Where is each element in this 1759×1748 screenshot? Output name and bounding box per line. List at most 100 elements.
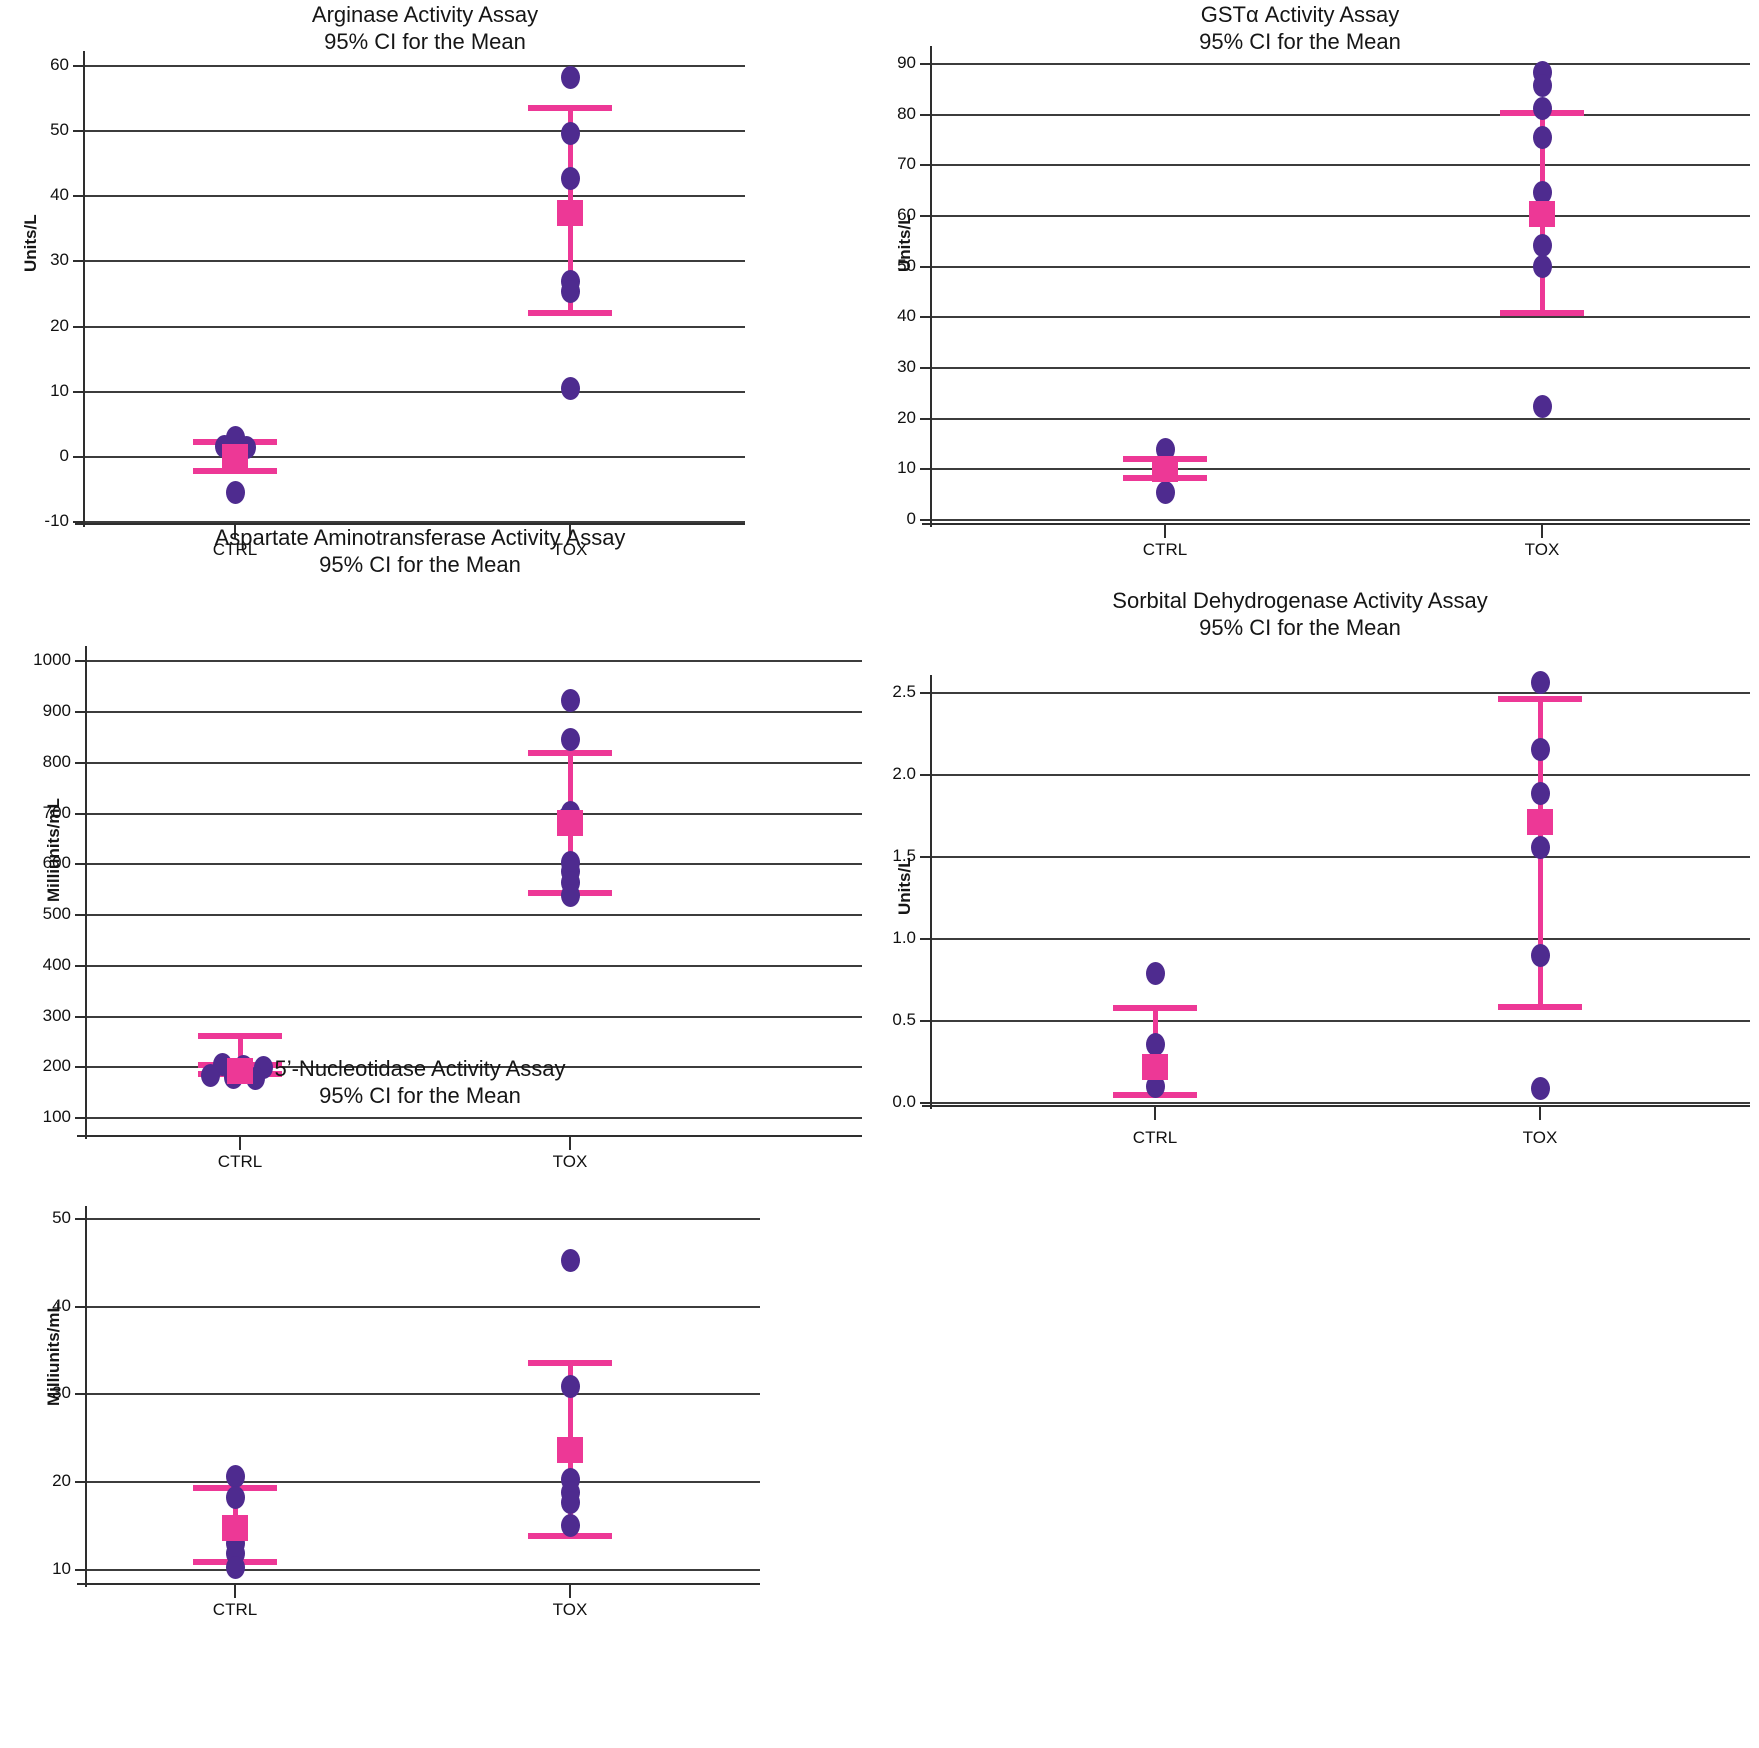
y-tick-label: 50 (52, 1208, 71, 1227)
mean-marker (227, 1058, 253, 1084)
ci-cap (528, 310, 612, 317)
gridline (85, 1016, 862, 1018)
y-tick-mark (75, 1066, 85, 1068)
mean-marker (222, 1514, 248, 1541)
y-tick-mark (75, 1393, 85, 1395)
data-point (1532, 73, 1552, 97)
x-category-label: CTRL (212, 540, 258, 559)
data-point (560, 122, 580, 146)
y-tick-mark (75, 965, 85, 967)
chart-title: Aspartate Aminotransferase Activity Assa… (214, 525, 626, 550)
gridline (83, 195, 745, 197)
gridline (930, 1102, 1750, 1104)
x-category-label: TOX (552, 540, 588, 559)
y-tick-mark (920, 266, 930, 268)
y-tick-label: 400 (42, 955, 71, 974)
x-tick-mark (234, 1585, 236, 1598)
gridline (930, 114, 1750, 116)
data-point (560, 280, 580, 304)
gridline (930, 418, 1750, 420)
y-tick-mark (75, 1481, 85, 1483)
y-tick-label: 60 (50, 55, 69, 74)
gridline (930, 519, 1750, 521)
gridline (930, 468, 1750, 470)
chart-title: GSTα Activity Assay (1200, 2, 1400, 27)
data-point (560, 1248, 580, 1272)
data-point (560, 66, 580, 90)
y-tick-mark (920, 1102, 930, 1104)
y-tick-mark (75, 813, 85, 815)
chart-subtitle: 95% CI for the Mean (1199, 29, 1401, 54)
ci-cap (193, 467, 277, 474)
gridline (85, 1393, 760, 1395)
gridline (85, 1117, 862, 1119)
gridline (83, 391, 745, 393)
chart-title: Sorbital Dehydrogenase Activity Assay (1112, 588, 1488, 613)
y-tick-mark (920, 164, 930, 166)
y-tick-mark (75, 660, 85, 662)
x-category-label: CTRL (1142, 540, 1188, 559)
y-tick-mark (75, 914, 85, 916)
y-tick-label: 0.5 (892, 1010, 916, 1029)
y-tick-label: 20 (897, 408, 916, 427)
y-tick-mark (75, 1218, 85, 1220)
y-tick-label: 300 (42, 1006, 71, 1025)
data-point (1145, 1075, 1165, 1099)
y-tick-label: 50 (50, 120, 69, 139)
data-point (560, 728, 580, 752)
y-axis-line (83, 51, 85, 527)
gridline (930, 316, 1750, 318)
y-tick-label: -10 (44, 511, 69, 530)
y-tick-label: 20 (52, 1471, 71, 1490)
x-category-label: CTRL (212, 1600, 258, 1619)
data-point (1145, 1032, 1165, 1056)
x-tick-mark (1539, 1107, 1541, 1120)
y-tick-label: 10 (50, 381, 69, 400)
gridline (85, 914, 862, 916)
gridline (83, 521, 745, 523)
gridline (83, 65, 745, 67)
gridline (930, 215, 1750, 217)
x-tick-mark (569, 1585, 571, 1598)
data-point (225, 1486, 245, 1510)
y-tick-mark (920, 316, 930, 318)
y-axis-line (930, 675, 932, 1109)
data-point (225, 480, 245, 504)
y-tick-label: 1.5 (892, 846, 916, 865)
ci-cap (528, 749, 612, 756)
y-tick-mark (75, 762, 85, 764)
y-tick-mark (920, 63, 930, 65)
y-tick-mark (75, 711, 85, 713)
chart-subtitle: 95% CI for the Mean (319, 552, 521, 577)
y-tick-label: 0.0 (892, 1092, 916, 1111)
y-tick-label: 700 (42, 803, 71, 822)
data-point (1155, 437, 1175, 461)
y-tick-mark (75, 863, 85, 865)
x-axis-line (922, 1105, 1750, 1107)
ci-cap (198, 1032, 282, 1039)
x-axis-line (77, 1135, 862, 1137)
mean-marker (1527, 808, 1553, 835)
y-tick-label: 70 (897, 154, 916, 173)
chart-subtitle: 95% CI for the Mean (324, 29, 526, 54)
y-tick-label: 40 (52, 1296, 71, 1315)
ci-cap (1498, 1003, 1582, 1010)
x-category-label: TOX (552, 1600, 588, 1619)
y-tick-label: 30 (50, 250, 69, 269)
x-tick-mark (239, 1137, 241, 1150)
y-tick-mark (920, 215, 930, 217)
y-tick-mark (920, 856, 930, 858)
x-category-label: TOX (1524, 540, 1560, 559)
chart-subtitle: 95% CI for the Mean (319, 1083, 521, 1108)
y-tick-label: 2.0 (892, 764, 916, 783)
x-tick-mark (1541, 525, 1543, 538)
y-tick-label: 90 (897, 53, 916, 72)
mean-marker (1142, 1054, 1168, 1081)
data-point (1530, 670, 1550, 694)
y-tick-mark (920, 468, 930, 470)
y-tick-mark (73, 456, 83, 458)
gridline (83, 260, 745, 262)
y-tick-label: 0 (59, 446, 69, 465)
x-tick-mark (1164, 525, 1166, 538)
y-tick-label: 10 (897, 458, 916, 477)
